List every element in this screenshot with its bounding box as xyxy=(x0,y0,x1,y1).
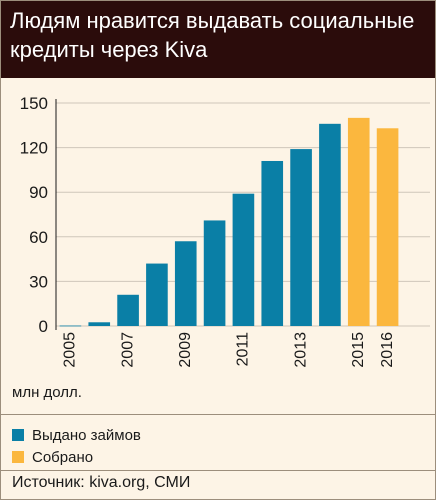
bar-issued-2007 xyxy=(117,294,139,326)
bar-issued-2011 xyxy=(232,193,255,326)
bar-chart: 0 30 60 90 120 150 2005 2007 2009 2011 2013 2015 201… xyxy=(20,94,430,368)
header-bar: Людям нравится выдавать социальные креди… xyxy=(0,0,436,78)
x-tick-label: 2011 xyxy=(235,332,252,367)
y-tick-label: 0 xyxy=(39,317,48,336)
divider-top xyxy=(0,414,436,415)
y-tick-label: 90 xyxy=(29,183,48,202)
legend-item-raised: Собрано xyxy=(12,446,141,468)
y-tick-label: 120 xyxy=(20,139,48,158)
x-tick-label: 2005 xyxy=(62,332,79,368)
y-tick-label: 30 xyxy=(29,272,48,291)
chart-title: Людям нравится выдавать социальные креди… xyxy=(10,8,415,62)
y-tick-label: 150 xyxy=(20,94,48,113)
bar-issued-2012 xyxy=(261,160,284,326)
bar-issued-2009 xyxy=(174,241,197,326)
legend: Выдано займов Собрано xyxy=(12,424,141,468)
bar-raised-2015 xyxy=(347,117,370,326)
x-tick-label: 2013 xyxy=(292,332,309,368)
x-tick-label: 2016 xyxy=(379,332,396,368)
unit-label: млн долл. xyxy=(12,384,82,401)
legend-swatch-issued xyxy=(12,429,24,441)
x-tick-label: 2015 xyxy=(350,332,367,368)
bar-issued-2014 xyxy=(319,123,341,327)
y-tick-label: 60 xyxy=(29,228,48,247)
x-tick-label: 2009 xyxy=(177,332,194,368)
source-note: Источник: kiva.org, СМИ xyxy=(12,474,191,491)
bar-issued-2010 xyxy=(203,220,226,326)
divider-bottom xyxy=(0,470,436,471)
chart-area: 0 30 60 90 120 150 2005 2007 2009 2011 2013 2015 201… xyxy=(0,78,436,398)
bar-issued-2006 xyxy=(88,322,111,326)
bar-issued-2013 xyxy=(290,149,312,326)
legend-label-raised: Собрано xyxy=(32,448,94,466)
x-tick-label: 2007 xyxy=(119,332,136,368)
legend-item-issued: Выдано займов xyxy=(12,424,141,446)
bar-raised-2016 xyxy=(376,128,399,326)
bar-issued-2005 xyxy=(59,325,82,327)
bar-issued-2008 xyxy=(146,263,168,326)
legend-swatch-raised xyxy=(12,451,24,463)
legend-label-issued: Выдано займов xyxy=(32,426,141,444)
